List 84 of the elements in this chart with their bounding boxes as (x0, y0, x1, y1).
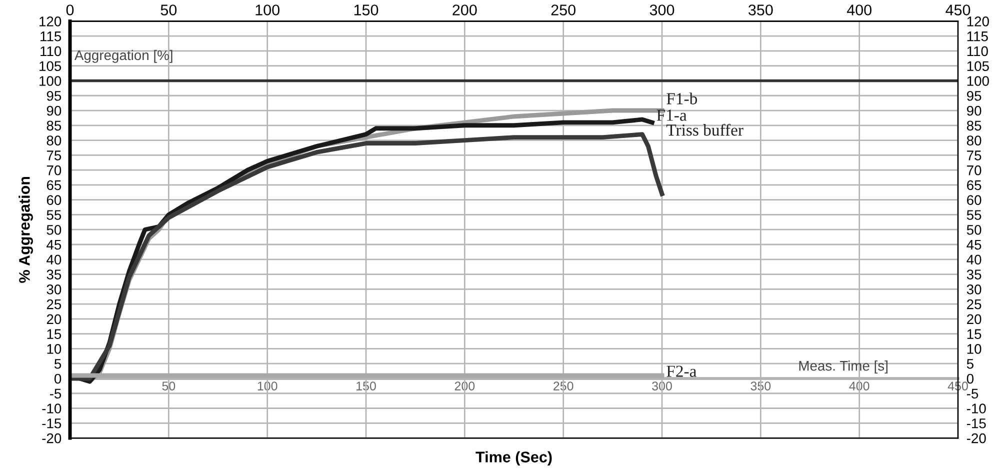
y-tick-label: 55 (46, 210, 62, 220)
x-tick-label: 100 (258, 382, 278, 390)
y-tick-label: 95 (46, 90, 62, 101)
x2-tick-label: 450 (946, 4, 970, 16)
y2-tick-label: 120 (967, 16, 989, 26)
series-label: F1-b (666, 92, 698, 104)
annotation: Meas. Time [s] (799, 360, 888, 374)
y-tick-label: 45 (46, 240, 62, 250)
y-tick-label: 65 (46, 180, 62, 190)
x-tick-label: 350 (750, 382, 771, 390)
y-tick-label: 70 (46, 165, 62, 176)
y2-tick-label: 55 (966, 210, 982, 220)
x2-tick-label: 100 (256, 4, 280, 16)
y-tick-label: 20 (46, 314, 62, 324)
x2-tick-label: 200 (452, 4, 477, 16)
y2-tick-label: 100 (967, 76, 989, 86)
y-tick-label: 0 (54, 374, 62, 384)
y2-tick-label: 95 (966, 90, 982, 101)
y-tick-label: 25 (46, 299, 62, 310)
y2-tick-label: 50 (966, 224, 982, 235)
y2-tick-label: 60 (967, 195, 982, 206)
x2-tick-label: 300 (650, 4, 674, 16)
y2-tick-label: 25 (967, 299, 982, 310)
y-tick-label: 110 (40, 46, 62, 56)
x2-tick-label: 50 (160, 4, 177, 16)
y-tick-label: 30 (46, 284, 62, 294)
x-tick-label: 250 (554, 382, 574, 390)
series-label: Triss buffer (666, 124, 744, 136)
y2-tick-label: 35 (966, 270, 982, 280)
y2-tick-label: 85 (966, 120, 982, 131)
x2-tick-label: 0 (66, 4, 74, 16)
x-tick-label: 50 (162, 382, 176, 390)
x-axis-title: Time (Sec) (476, 451, 552, 466)
y-axis-title: % Aggregation (18, 176, 33, 283)
y-tick-label: 120 (40, 16, 62, 26)
y-tick-label: 80 (46, 136, 62, 146)
x2-tick-label: 250 (551, 4, 576, 16)
y2-tick-label: 90 (966, 106, 982, 116)
y2-tick-label: 70 (967, 165, 982, 176)
x-tick-label: 200 (454, 382, 475, 390)
y-tick-label: 85 (46, 120, 62, 131)
x-tick-label: 300 (652, 382, 672, 390)
y2-tick-label: 0 (966, 374, 974, 384)
x2-tick-label: 350 (748, 4, 773, 16)
y-tick-label: 5 (54, 359, 62, 369)
y2-tick-label: 45 (966, 240, 982, 250)
y-tick-label: 40 (46, 254, 62, 265)
y-tick-label: 75 (46, 150, 62, 160)
y-tick-label: -5 (50, 388, 62, 399)
y2-tick-label: 80 (966, 136, 982, 146)
y2-tick-label: -10 (966, 404, 986, 414)
y2-tick-label: 115 (967, 32, 988, 42)
x-tick-label: 150 (356, 382, 376, 390)
y-tick-label: 115 (40, 32, 62, 42)
y-tick-label: -10 (42, 404, 62, 414)
y-tick-label: 35 (46, 270, 62, 280)
y-tick-label: 100 (40, 76, 62, 86)
x2-tick-label: 150 (354, 4, 378, 16)
y2-tick-label: 40 (966, 254, 982, 265)
y-tick-label: 60 (46, 195, 62, 206)
y2-tick-label: 105 (967, 61, 989, 72)
y2-tick-label: 30 (966, 284, 982, 294)
x2-tick-label: 400 (846, 4, 872, 16)
y-tick-label: 10 (47, 344, 62, 354)
annotation: Aggregation [%] (74, 50, 172, 63)
y2-tick-label: 5 (966, 359, 974, 369)
y2-tick-label: 15 (967, 329, 982, 339)
y2-tick-label: 10 (967, 344, 982, 354)
y2-tick-label: 110 (967, 46, 988, 56)
x-tick-label: 400 (849, 382, 870, 390)
series-label: F2-a (666, 366, 696, 377)
y2-tick-label: 65 (967, 180, 982, 190)
y2-tick-label: 75 (967, 150, 982, 160)
y-tick-label: 90 (46, 106, 62, 116)
y2-tick-label: -20 (966, 433, 986, 444)
y-tick-label: 105 (40, 61, 62, 72)
y-tick-label: -15 (42, 418, 62, 428)
y-tick-label: 50 (46, 224, 62, 235)
y2-tick-label: 20 (967, 314, 982, 324)
y-tick-label: -20 (42, 433, 62, 444)
y2-tick-label: -5 (966, 388, 978, 399)
series-label: F1-a (656, 110, 687, 121)
y2-tick-label: -15 (966, 418, 986, 428)
y-tick-label: 15 (47, 329, 62, 339)
